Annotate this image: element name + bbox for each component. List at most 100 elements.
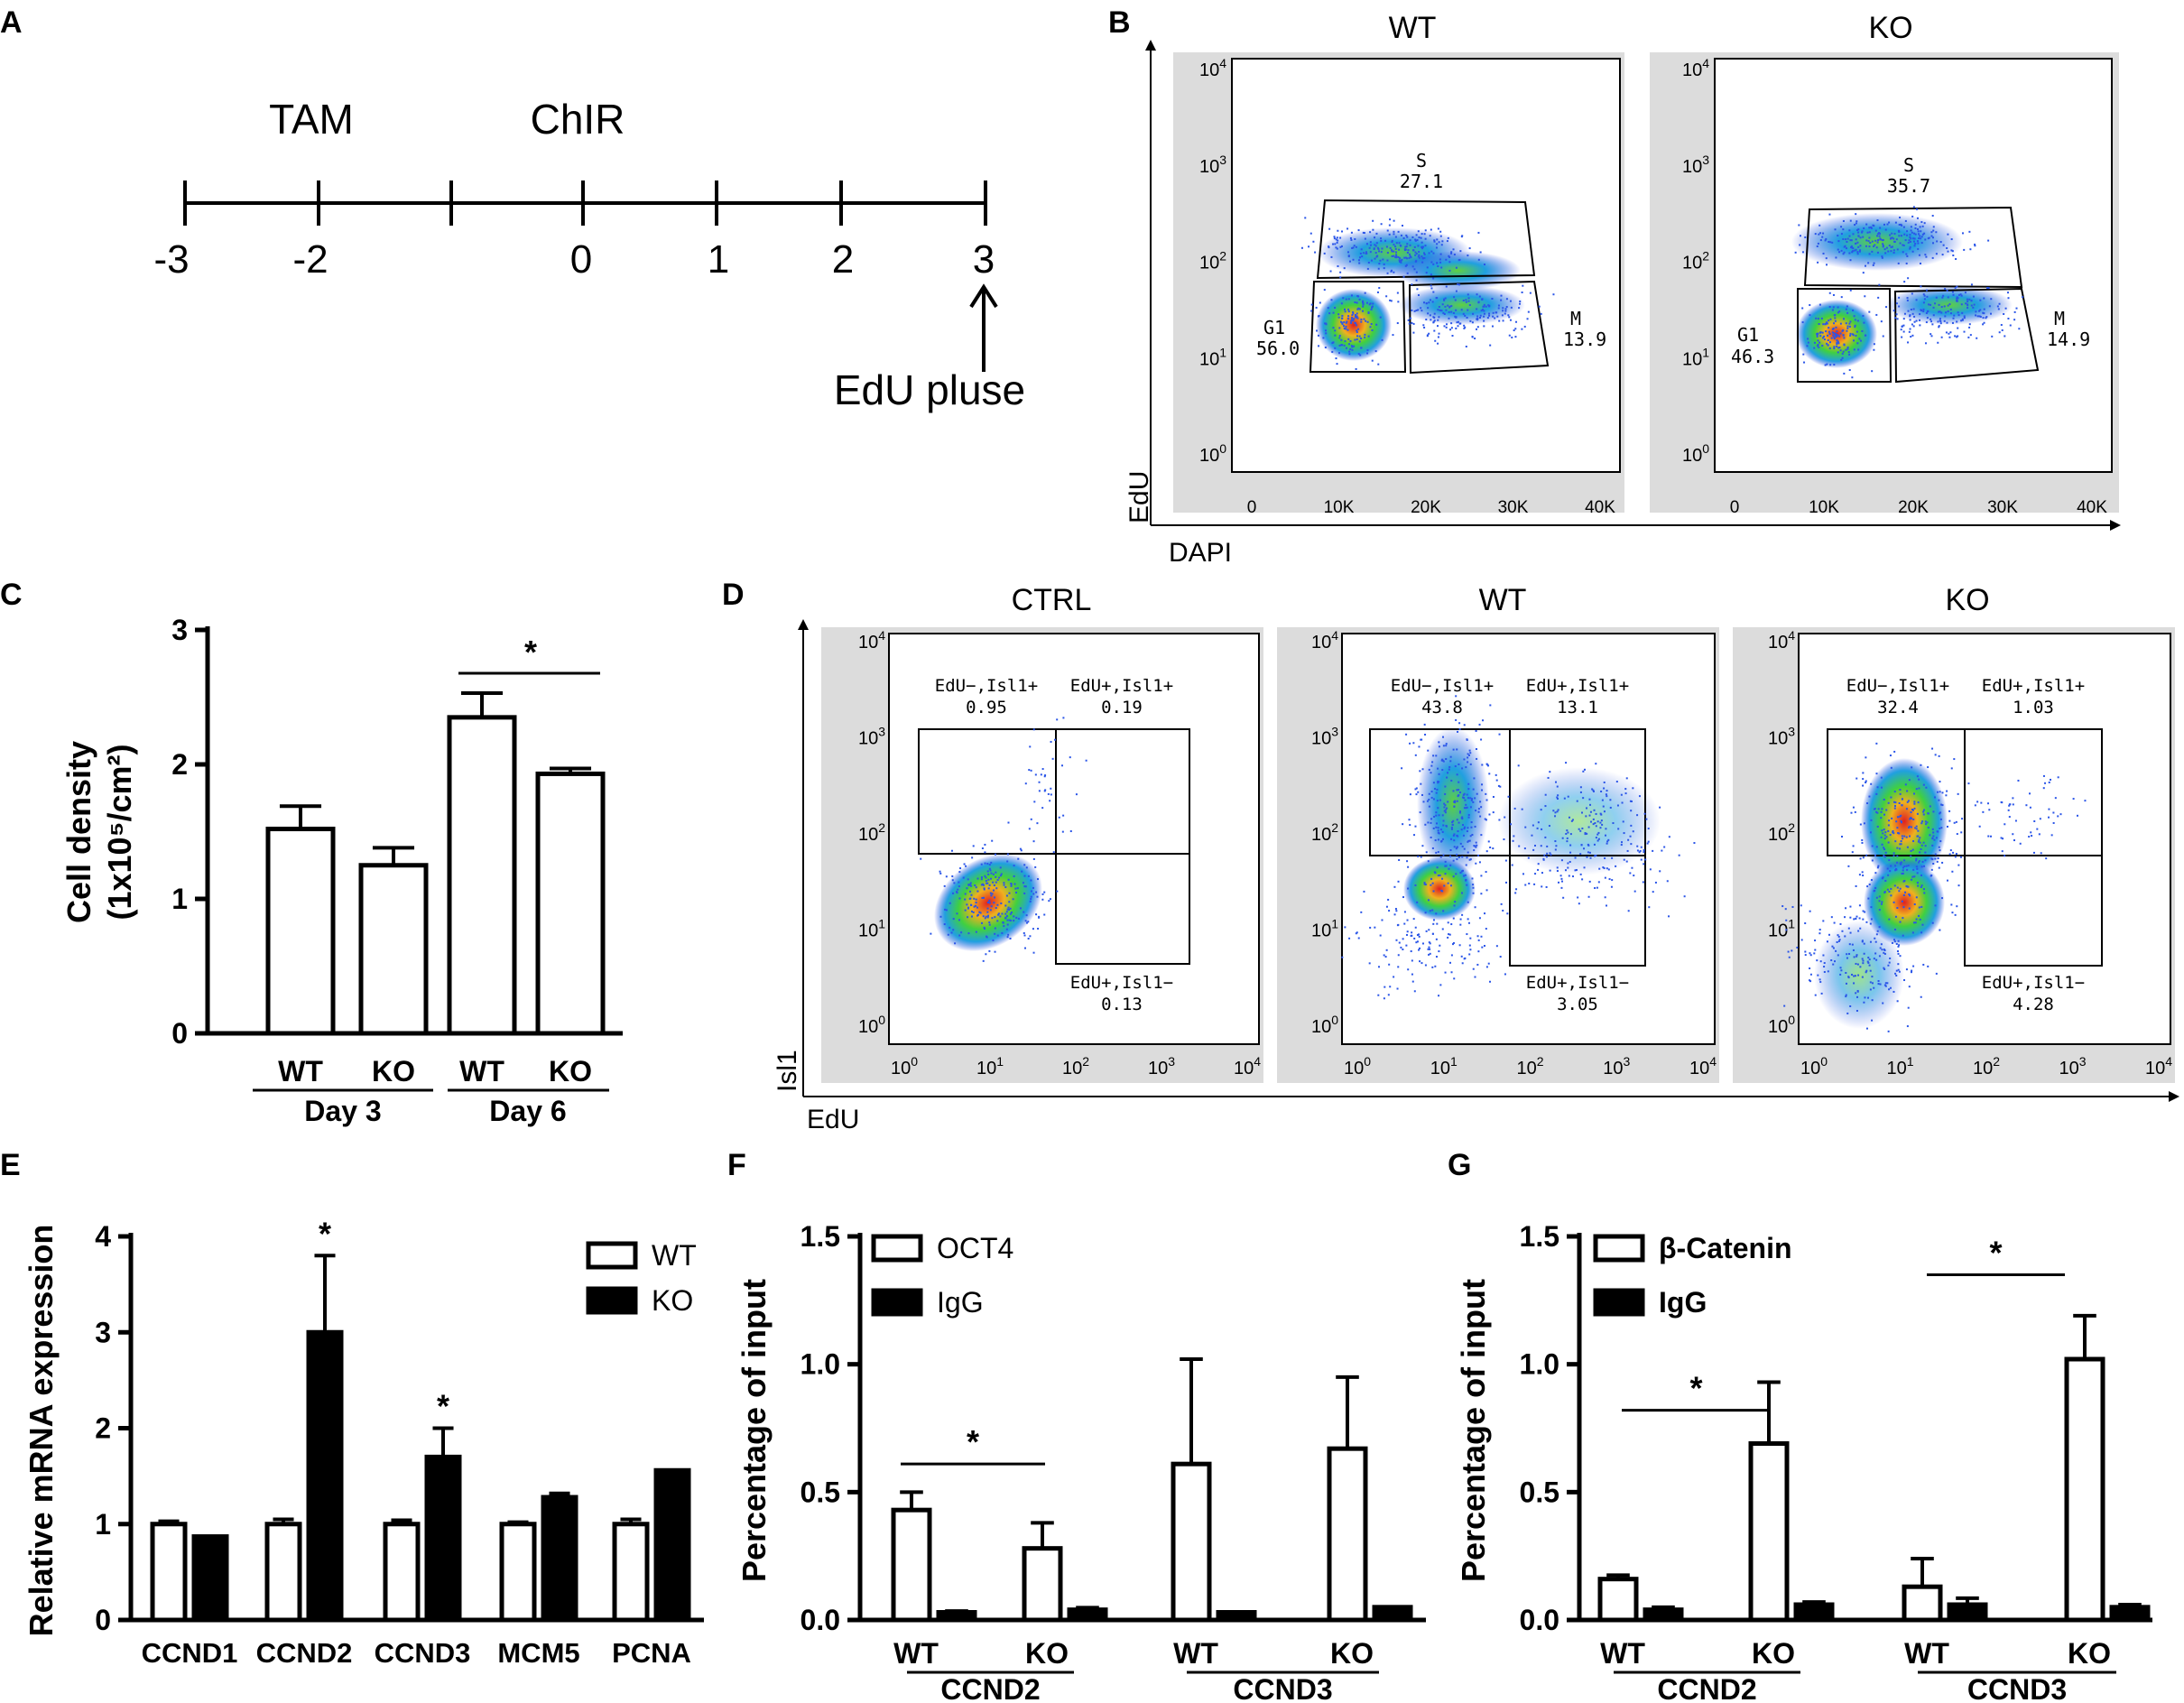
event-dot: [1332, 327, 1335, 329]
event-dot: [1328, 227, 1331, 230]
event-dot: [1387, 898, 1390, 901]
event-dot: [1440, 759, 1443, 762]
event-dot: [1823, 962, 1826, 965]
event-dot: [1380, 239, 1383, 242]
event-dot: [1001, 912, 1004, 915]
event-dot: [1435, 956, 1438, 958]
event-dot: [1364, 237, 1366, 240]
event-dot: [1822, 920, 1825, 922]
event-dot: [1369, 251, 1372, 254]
event-dot: [1347, 310, 1350, 313]
event-dot: [1938, 303, 1940, 306]
event-dot: [1345, 328, 1347, 330]
event-dot: [1917, 242, 1920, 245]
event-dot: [1898, 223, 1901, 226]
event-dot: [1446, 776, 1448, 779]
event-dot: [1370, 259, 1373, 262]
quadrant-name: EdU−,Isl1+: [1846, 676, 1949, 696]
event-dot: [1350, 231, 1353, 234]
event-dot: [1907, 1006, 1910, 1009]
event-dot: [1949, 331, 1952, 334]
gate-value: 56.0: [1256, 338, 1300, 359]
event-dot: [1489, 847, 1492, 849]
event-dot: [1950, 767, 1953, 770]
event-dot: [1434, 872, 1437, 875]
event-dot: [1939, 320, 1942, 323]
event-dot: [1894, 840, 1897, 843]
event-dot: [1407, 249, 1410, 252]
d-y-tick-label: 104: [1311, 628, 1338, 653]
event-dot: [2048, 781, 2050, 783]
event-dot: [1918, 838, 1920, 841]
event-dot: [1317, 334, 1319, 337]
event-dot: [1883, 856, 1886, 858]
event-dot: [1831, 241, 1834, 244]
event-dot: [1870, 819, 1873, 821]
event-dot: [1917, 861, 1920, 864]
event-dot: [1852, 309, 1855, 311]
event-dot: [1413, 834, 1416, 837]
event-dot: [1338, 337, 1341, 339]
event-dot: [1975, 310, 1977, 313]
event-dot: [1601, 799, 1604, 801]
event-dot: [1416, 934, 1419, 937]
event-dot: [1867, 262, 1870, 264]
event-dot: [1353, 245, 1356, 247]
event-dot: [1605, 834, 1607, 837]
event-dot: [1899, 887, 1902, 890]
event-dot: [1423, 253, 1426, 255]
d-y-tick-label: 100: [1311, 1013, 1338, 1037]
event-dot: [1957, 311, 1959, 314]
event-dot: [1976, 801, 1979, 803]
event-dot: [1494, 317, 1496, 319]
event-dot: [1910, 237, 1912, 240]
event-dot: [1467, 901, 1469, 903]
event-dot: [1813, 952, 1816, 955]
quadrant-name: EdU+,Isl1−: [1070, 973, 1173, 993]
event-dot: [1483, 310, 1485, 312]
event-dot: [1869, 242, 1872, 245]
event-dot: [1837, 934, 1839, 937]
event-dot: [1930, 235, 1933, 237]
timeline-label: -3: [153, 237, 189, 282]
event-dot: [1915, 857, 1918, 860]
event-dot: [2054, 797, 2057, 800]
event-dot: [1004, 886, 1007, 889]
event-dot: [1457, 320, 1459, 323]
event-dot: [1497, 784, 1500, 787]
event-dot: [1659, 870, 1661, 873]
event-dot: [1828, 933, 1830, 936]
event-dot: [1893, 233, 1896, 236]
event-dot: [1433, 312, 1436, 315]
event-dot: [1809, 954, 1812, 957]
event-dot: [1347, 308, 1350, 310]
event-dot: [994, 932, 996, 935]
event-dot: [1926, 295, 1929, 298]
event-dot: [1310, 303, 1313, 306]
event-dot: [984, 875, 986, 877]
event-dot: [1468, 944, 1471, 947]
event-dot: [1415, 271, 1418, 273]
event-dot: [1467, 782, 1470, 785]
event-dot: [1834, 960, 1837, 963]
event-dot: [1346, 329, 1349, 331]
event-dot: [1461, 818, 1464, 820]
event-dot: [1454, 800, 1457, 802]
event-dot: [1871, 845, 1874, 847]
event-dot: [1878, 926, 1881, 929]
x-sublabel: WT: [1173, 1637, 1218, 1670]
event-dot: [1359, 256, 1362, 259]
event-dot: [1418, 251, 1421, 254]
event-dot: [1961, 318, 1964, 320]
event-dot: [1888, 918, 1891, 921]
event-dot: [1928, 303, 1930, 306]
event-dot: [1940, 311, 1943, 314]
event-dot: [1549, 869, 1551, 872]
event-dot: [1366, 352, 1369, 355]
event-dot: [1889, 234, 1892, 236]
event-dot: [1828, 292, 1831, 294]
event-dot: [2004, 855, 2006, 857]
event-dot: [1845, 994, 1847, 996]
event-dot: [1893, 884, 1896, 887]
event-dot: [1586, 807, 1588, 810]
